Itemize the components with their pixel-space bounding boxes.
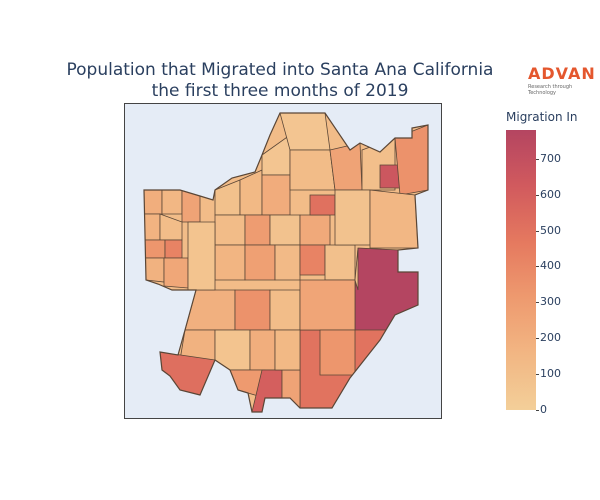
census-tract-n7[interactable] xyxy=(394,124,428,196)
census-tract-s2[interactable] xyxy=(299,279,356,331)
census-tract-nw-w1[interactable] xyxy=(144,189,163,215)
colorbar-tick-mark xyxy=(536,266,539,268)
colorbar-tick-mark xyxy=(536,158,539,160)
colorbar-title: Migration In xyxy=(506,110,578,124)
census-tract-c12[interactable] xyxy=(299,244,326,276)
census-tract-n2[interactable] xyxy=(289,149,336,191)
census-tract-c15[interactable] xyxy=(234,289,271,331)
census-tract-nw-w8[interactable] xyxy=(144,257,165,283)
census-tract-nw-w4[interactable] xyxy=(144,213,161,241)
census-tract-n3[interactable] xyxy=(329,142,363,191)
colorbar-tick-label: 300 xyxy=(540,295,561,309)
census-tract-c4[interactable] xyxy=(261,174,291,216)
census-tract-c11[interactable] xyxy=(274,244,301,281)
census-tract-s12[interactable] xyxy=(319,329,356,376)
census-tract-nw-w9[interactable] xyxy=(163,257,189,289)
census-tract-c6[interactable] xyxy=(244,214,271,246)
colorbar-tick-mark xyxy=(536,374,539,376)
census-tract-w-strip[interactable] xyxy=(187,221,216,291)
census-tract-c10[interactable] xyxy=(244,244,276,281)
census-tract-nw-w2[interactable] xyxy=(161,189,183,215)
census-tract-c5[interactable] xyxy=(214,214,246,246)
logo-tagline: Research through Technology xyxy=(528,84,573,96)
census-tract-e-big[interactable] xyxy=(354,247,419,341)
colorbar-tick-label: 100 xyxy=(540,367,561,381)
census-tract-n6[interactable] xyxy=(379,164,401,189)
colorbar-tick-label: 700 xyxy=(540,151,561,165)
colorbar-tick-label: 200 xyxy=(540,331,561,345)
census-tract-nw-w7[interactable] xyxy=(164,239,183,259)
colorbar-tick-mark xyxy=(536,338,539,340)
colorbar-gradient xyxy=(506,130,536,410)
census-tract-c1[interactable] xyxy=(214,179,241,216)
census-tract-c14[interactable] xyxy=(184,289,236,331)
census-tract-n9[interactable] xyxy=(369,189,419,249)
colorbar-tick-mark xyxy=(536,302,539,304)
census-tract-c13[interactable] xyxy=(324,244,356,281)
colorbar-tick-label: 600 xyxy=(540,187,561,201)
colorbar-tick-mark xyxy=(536,230,539,232)
census-tract-s1[interactable] xyxy=(269,289,301,331)
census-tract-nw-w6[interactable] xyxy=(144,239,166,259)
colorbar-tick-mark xyxy=(536,194,539,196)
census-tract-s10[interactable] xyxy=(274,329,301,371)
census-tract-s11[interactable] xyxy=(354,247,359,291)
census-tract-n8[interactable] xyxy=(334,189,371,246)
title-line-1: Population that Migrated into Santa Ana … xyxy=(66,60,494,80)
advan-logo: ADVAN Research through Technology xyxy=(528,64,598,96)
census-tract-c9[interactable] xyxy=(214,244,246,281)
title-line-2: the first three months of 2019 xyxy=(151,81,409,101)
census-tract-s9[interactable] xyxy=(281,369,301,409)
census-tract-c7[interactable] xyxy=(269,214,301,246)
census-tract-s5[interactable] xyxy=(249,329,276,371)
logo-wordmark: ADVAN xyxy=(528,64,596,83)
colorbar-tick-label: 0 xyxy=(540,403,547,416)
map-title: Population that Migrated into Santa Ana … xyxy=(0,60,560,102)
colorbar-tick-label: 500 xyxy=(540,223,561,237)
colorbar-tick-label: 400 xyxy=(540,259,561,273)
colorbar-tick-mark xyxy=(536,410,539,411)
census-tract-n5[interactable] xyxy=(309,194,336,216)
census-tract-c8[interactable] xyxy=(299,214,331,246)
